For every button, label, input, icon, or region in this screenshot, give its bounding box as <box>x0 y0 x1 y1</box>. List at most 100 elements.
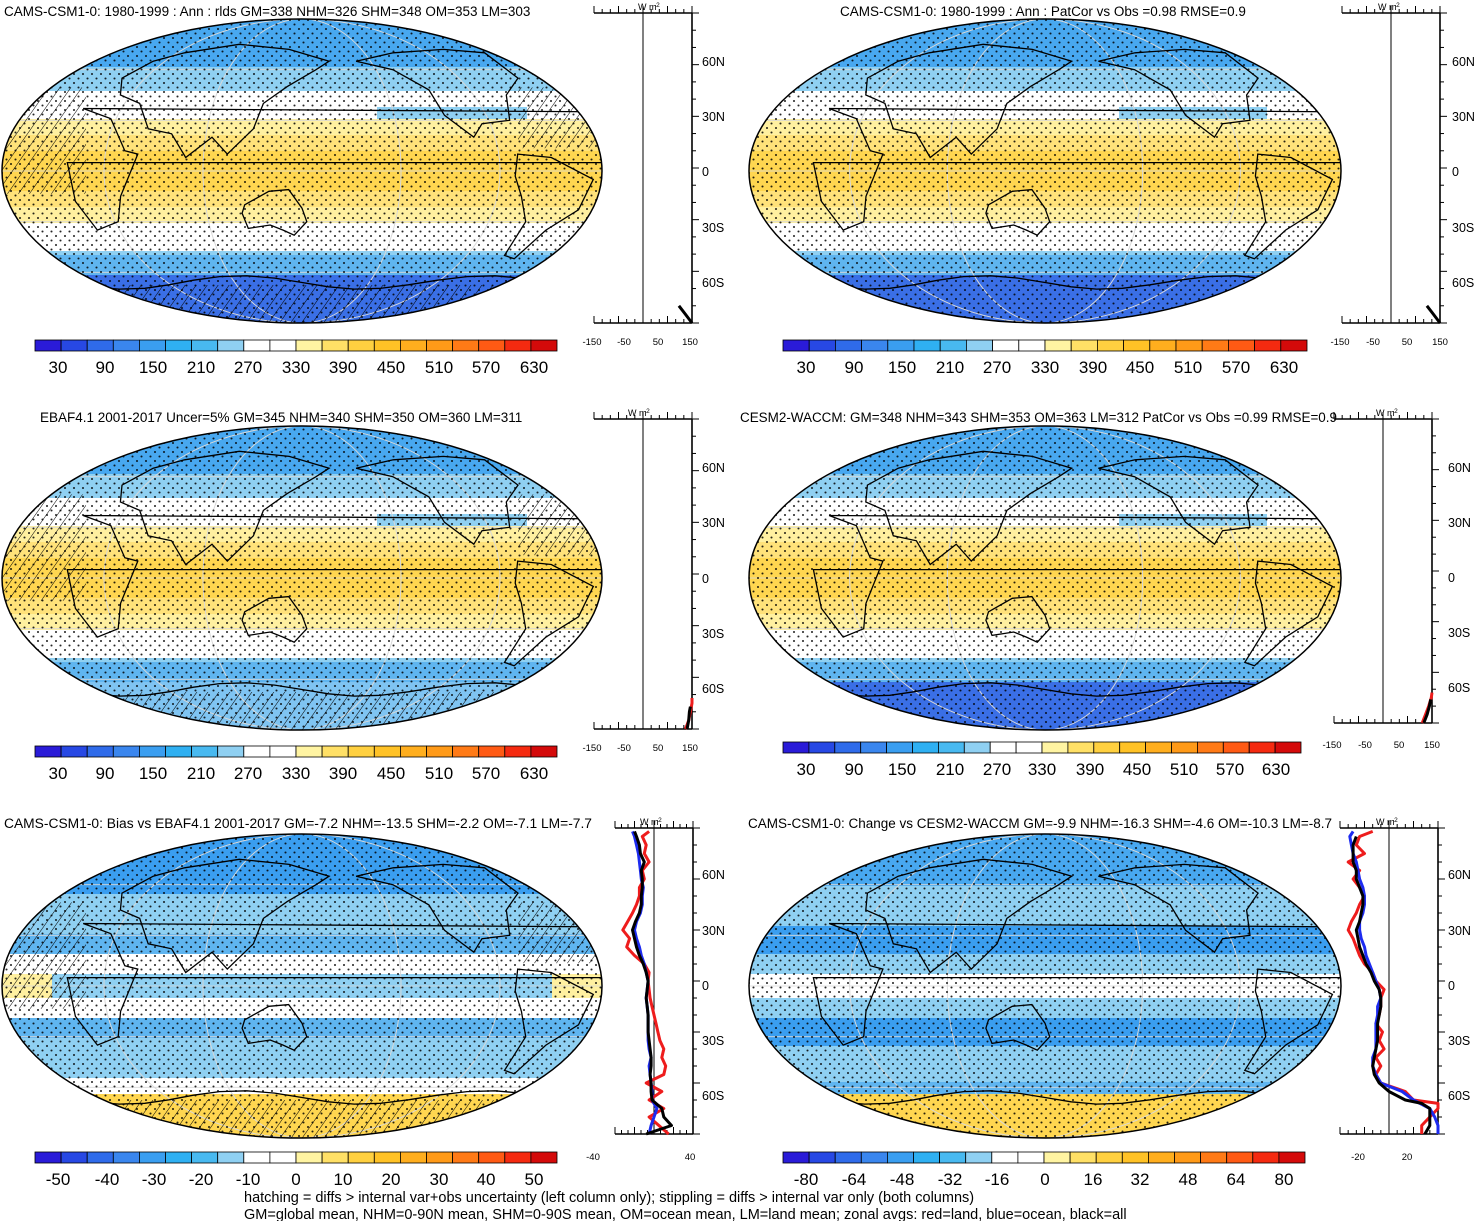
map-cell <box>1316 71 1341 76</box>
colorbar-swatch <box>530 339 558 352</box>
map-cell <box>1316 19 1341 24</box>
map-cell <box>77 303 103 308</box>
map-cell <box>402 430 428 435</box>
map-cell <box>27 291 53 296</box>
map-cell <box>1267 35 1293 40</box>
map-cell <box>577 514 602 519</box>
map-cell <box>749 239 775 244</box>
map-cell <box>897 311 923 316</box>
map-cell <box>552 430 578 435</box>
map-cell <box>452 426 478 431</box>
map-cell <box>27 426 53 431</box>
map-cell <box>27 39 53 44</box>
map-cell <box>552 55 578 60</box>
map-cell <box>577 107 602 112</box>
map-cell <box>27 482 53 487</box>
map-cell <box>577 438 602 443</box>
map-cell <box>1291 299 1317 304</box>
colorbar-swatch <box>1175 339 1203 352</box>
map-cell <box>502 51 528 56</box>
hatch-overlay <box>122 285 542 323</box>
map-cell <box>102 450 128 455</box>
lat-tick-label: 60N <box>1452 55 1475 69</box>
colorbar-swatch <box>452 339 480 352</box>
map-cell <box>577 43 602 48</box>
coastline <box>241 188 308 236</box>
map-cell <box>1193 307 1219 312</box>
map-cell <box>527 454 553 459</box>
map-cell <box>502 299 528 304</box>
map-cell <box>552 263 578 268</box>
coastline <box>1243 153 1334 260</box>
map-cell <box>1267 47 1293 52</box>
map-cell <box>1291 287 1317 292</box>
map-cell <box>527 462 553 467</box>
map-cell <box>27 474 53 479</box>
map-cell <box>102 43 128 48</box>
map-cell <box>27 319 53 323</box>
map-cell <box>1316 51 1341 56</box>
map-cell <box>2 63 28 68</box>
map-cell <box>527 27 553 32</box>
map-cell <box>577 466 602 471</box>
map-cell <box>773 263 799 268</box>
map-cell <box>1193 27 1219 32</box>
map-cell <box>52 27 78 32</box>
map-cell <box>847 303 873 308</box>
map-cell <box>773 291 799 296</box>
map-cell <box>1291 83 1317 88</box>
colorbar-swatch <box>1044 339 1072 352</box>
map-cell <box>798 27 824 32</box>
map-cell <box>798 51 824 56</box>
map-cell <box>452 27 478 32</box>
map-cell <box>1291 67 1317 72</box>
map-cell <box>823 319 849 323</box>
map-cell <box>1316 31 1341 36</box>
map-cell <box>452 438 478 443</box>
map-cell <box>798 31 824 36</box>
map-cell <box>1242 311 1268 316</box>
map-cell <box>1217 19 1243 24</box>
map-cell <box>177 23 203 28</box>
map-cell <box>1242 283 1268 288</box>
map-cell <box>1193 315 1219 320</box>
map-cell <box>1267 59 1293 64</box>
map-cell <box>1217 27 1243 32</box>
map-cell <box>2 39 28 44</box>
map-cell <box>527 55 553 60</box>
map-cell <box>1291 259 1317 264</box>
map-cell <box>1316 299 1341 304</box>
map-cell <box>2 47 28 52</box>
map-cell <box>2 267 28 272</box>
map-cell <box>102 299 128 304</box>
map-cell <box>1267 315 1293 320</box>
map-cell <box>502 442 528 447</box>
map-cell <box>2 490 28 495</box>
map-cell <box>152 23 178 28</box>
stipple-overlay <box>2 19 602 323</box>
map-cell <box>1316 47 1341 52</box>
map-cell <box>2 466 28 471</box>
map-cell <box>27 267 53 272</box>
map-cell <box>527 470 553 475</box>
map-cell <box>577 87 602 92</box>
map-cell <box>823 315 849 320</box>
map-cell <box>1291 43 1317 48</box>
map-cell <box>577 450 602 455</box>
zonal-xtick-label: 50 <box>1402 337 1413 348</box>
map-cell <box>1267 67 1293 72</box>
map-cell <box>2 31 28 36</box>
map-cell <box>847 299 873 304</box>
map-cell <box>1291 271 1317 276</box>
colorbar-swatch <box>887 339 915 352</box>
colorbar-swatch <box>861 339 889 352</box>
map-cell <box>202 426 228 431</box>
map-cell <box>477 450 503 455</box>
map-cell <box>749 307 775 312</box>
map-cell <box>477 307 503 312</box>
lat-tick-label: 30S <box>1452 221 1474 235</box>
map-cell <box>552 267 578 272</box>
map-cell <box>427 426 453 431</box>
panel-3-title: EBAF4.1 2001-2017 Uncer=5% GM=345 NHM=34… <box>40 410 522 425</box>
map-cell <box>1316 231 1341 236</box>
